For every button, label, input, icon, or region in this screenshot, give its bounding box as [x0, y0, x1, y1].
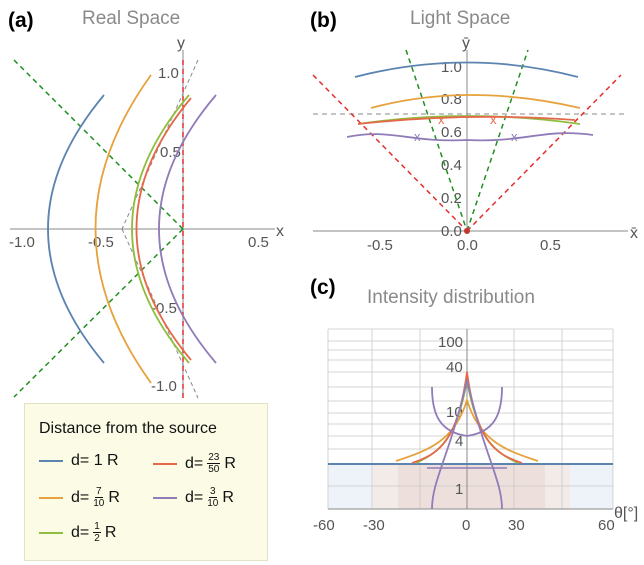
panel-b-y-label: ȳ: [462, 35, 470, 52]
panel-b-marker: x: [438, 112, 445, 127]
fraction-numerator: 23: [207, 452, 221, 464]
panel-b-red-dashed: [312, 74, 468, 232]
legend-unit: R: [224, 454, 236, 472]
panel-b-ytick: 0.8: [441, 91, 462, 108]
legend-item-d05: d= 1 2 R: [39, 521, 116, 544]
panel-a: (a) Real Space x y -1.0 -0.5 0.5 1.0 0.5…: [8, 8, 284, 399]
panel-b-ytick: 0.4: [441, 157, 462, 174]
panel-a-label: (a): [8, 9, 34, 32]
panel-a-y-label: y: [177, 35, 185, 52]
panel-a-xtick: -0.5: [88, 234, 114, 251]
panel-b-curve-d03: [346, 132, 594, 142]
panel-c-xtick: -30: [363, 517, 385, 534]
legend-label: d=: [185, 488, 204, 506]
legend-item-d03: d= 3 10 R: [153, 486, 234, 509]
panel-a-curve-d07: [94, 74, 152, 384]
legend-fraction: 3 10: [207, 486, 218, 509]
panel-a-title: Real Space: [82, 8, 180, 29]
fraction-numerator: 7: [95, 486, 103, 498]
panel-b-green-dashed: [466, 49, 529, 232]
legend-label: d=: [71, 523, 90, 541]
panel-b-x-label: x̄: [630, 225, 638, 242]
panel-c-title: Intensity distribution: [367, 287, 535, 308]
legend-swatch: [39, 496, 63, 499]
legend-item-d07: d= 7 10 R: [39, 486, 120, 509]
panel-c-curve-d07: [395, 396, 539, 462]
panel-a-ytick: -1.0: [151, 378, 177, 395]
legend-fraction: 7 10: [93, 486, 104, 509]
legend-unit: R: [108, 488, 120, 506]
panel-b-curve-d046: [357, 115, 576, 125]
panel-b-xtick: -0.5: [367, 237, 393, 254]
panel-b-xtick: 0.0: [457, 237, 478, 254]
legend-fraction: 23 50: [207, 452, 221, 475]
fraction-numerator: 3: [209, 486, 217, 498]
legend-label: d=: [185, 454, 204, 472]
legend-swatch: [153, 462, 177, 465]
panel-c-ytick: 1: [455, 481, 463, 498]
panel-a-xtick: -1.0: [9, 234, 35, 251]
legend-label: d=: [71, 488, 90, 506]
legend-item-d046: d= 23 50 R: [153, 452, 236, 475]
panel-c-xtick: 30: [508, 517, 525, 534]
panel-a-curve-d03: [158, 94, 217, 364]
panel-c-curve-d03-upper: [431, 386, 503, 437]
panel-b-ytick: 0.6: [441, 124, 462, 141]
panel-c-grid: [327, 328, 614, 509]
panel-b-curve-d07: [370, 94, 581, 109]
legend-swatch: [153, 496, 177, 499]
panel-b-origin-dot: [464, 228, 470, 234]
panel-b-ytick: 1.0: [441, 59, 462, 76]
panel-a-ytick: -0.5: [151, 300, 177, 317]
panel-c-xtick: 60: [598, 517, 615, 534]
panel-b-curve-d1: [354, 61, 579, 78]
legend-unit: R: [222, 488, 234, 506]
legend-swatch: [39, 460, 63, 462]
panel-c: (c) Intensity distribution: [310, 276, 638, 534]
legend-fraction: 1 2: [93, 521, 101, 544]
fraction-numerator: 1: [93, 521, 101, 533]
panel-a-curve-d05: [131, 94, 190, 364]
legend-item-d1: d= 1 R: [39, 452, 119, 470]
legend-swatch: [39, 531, 63, 534]
panel-c-inner-band: [398, 464, 545, 509]
panel-c-ytick: 4: [455, 433, 463, 450]
panel-a-curve-d046: [135, 97, 192, 361]
panel-c-xtick: -60: [313, 517, 335, 534]
fraction-denominator: 10: [207, 498, 219, 509]
panel-c-xtick: 0: [462, 517, 470, 534]
panel-c-ytick: 40: [446, 359, 463, 376]
fraction-denominator: 10: [93, 498, 105, 509]
panel-b-marker: x: [511, 129, 518, 144]
fraction-denominator: 50: [208, 464, 220, 475]
panel-c-label: (c): [310, 276, 336, 299]
panel-b-ytick: 0.2: [441, 190, 462, 207]
legend-label: d= 1 R: [71, 452, 119, 469]
panel-c-x-label: θ[°]: [614, 505, 638, 522]
panel-b-title: Light Space: [410, 8, 510, 29]
panel-a-curve-d1: [47, 94, 105, 364]
panel-a-green-dashed-lower: [13, 228, 184, 398]
panel-a-ytick: 1.0: [158, 65, 179, 82]
panel-b-marker: x: [414, 129, 421, 144]
panel-a-xtick: 0.5: [248, 234, 269, 251]
panel-a-green-dashed-upper: [13, 59, 184, 230]
panel-a-x-label: x: [276, 223, 284, 240]
panel-b: (b) Light Space x̄ ȳ -0.5 0.0 0.5 1.0 0.…: [310, 8, 638, 254]
panel-c-curve-d046: [411, 371, 523, 464]
legend: Distance from the source d= 1 R d= 7 10 …: [24, 403, 268, 561]
panel-b-ytick: 0.0: [441, 223, 462, 240]
panel-c-ytick: 100: [438, 334, 463, 351]
panel-b-xtick: 0.5: [540, 237, 561, 254]
panel-b-label: (b): [310, 9, 337, 32]
legend-title: Distance from the source: [39, 420, 217, 437]
legend-unit: R: [104, 523, 117, 541]
fraction-denominator: 2: [94, 533, 100, 544]
panel-c-curve-d03-lower: [431, 379, 503, 510]
panel-b-green-dashed: [405, 49, 468, 232]
panel-b-red-dashed: [466, 74, 622, 232]
panel-b-marker: x: [490, 112, 497, 127]
